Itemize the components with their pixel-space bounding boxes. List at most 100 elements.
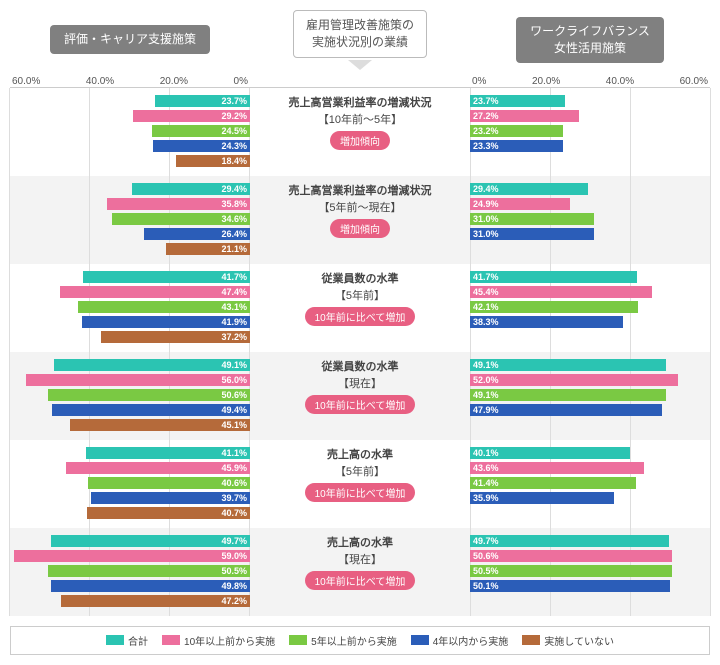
right-panel: 29.4%24.9%31.0%31.0% xyxy=(470,176,710,264)
bar-total: 49.1% xyxy=(10,359,250,373)
legend-label: 5年以上前から実施 xyxy=(311,633,397,648)
bar-over10: 56.0% xyxy=(10,374,250,388)
bar-value: 40.1% xyxy=(470,447,502,459)
bar-over5: 42.1% xyxy=(470,301,710,315)
row-subtitle: 【10年前〜5年】 xyxy=(256,111,464,127)
bar-value: 41.7% xyxy=(218,271,250,283)
right-panel: 41.7%45.4%42.1%38.3% xyxy=(470,264,710,352)
bar-value: 24.5% xyxy=(218,125,250,137)
row-badge: 増加傾向 xyxy=(330,131,390,150)
bar-value: 50.5% xyxy=(218,565,250,577)
bar-value: 50.6% xyxy=(470,550,502,562)
legend-swatch xyxy=(411,635,429,645)
header-center-l1: 雇用管理改善施策の xyxy=(306,17,414,34)
bar-total: 23.7% xyxy=(470,95,710,109)
bar-total: 41.7% xyxy=(10,271,250,285)
row-label-panel: 従業員数の水準【5年前】10年前に比べて増加 xyxy=(250,264,470,352)
bar-value: 41.1% xyxy=(218,447,250,459)
legend-item: 5年以上前から実施 xyxy=(289,633,397,648)
bar-under4: 50.1% xyxy=(470,580,710,594)
bar-group: 23.7% 29.2%24.5% 24.3%18.4% xyxy=(10,95,250,169)
bar-over10: 24.9% xyxy=(470,198,710,212)
bar-value: 34.6% xyxy=(218,213,250,225)
header-right-label: ワークライフバランス 女性活用施策 xyxy=(516,17,664,63)
legend-swatch xyxy=(289,635,307,645)
bar-none: 45.1% xyxy=(10,419,250,433)
row-subtitle: 【現在】 xyxy=(256,551,464,567)
bar-value: 49.4% xyxy=(218,404,250,416)
bar-under4: 24.3% xyxy=(10,140,250,154)
bar-over5: 40.6% xyxy=(10,477,250,491)
left-panel: 49.1%56.0%50.6%49.4% 45.1% xyxy=(10,352,250,440)
bar-under4: 38.3% xyxy=(470,316,710,330)
row-label-panel: 従業員数の水準【現在】10年前に比べて増加 xyxy=(250,352,470,440)
row-title: 従業員数の水準 xyxy=(256,360,464,375)
legend-item: 4年以内から実施 xyxy=(411,633,509,648)
bar-value: 41.9% xyxy=(218,316,250,328)
axis-ticks: 60.0%40.0%20.0%0% 0%20.0%40.0%60.0% xyxy=(10,76,710,87)
chart-row: 49.7%59.0%50.5%49.8%47.2%売上高の水準【現在】10年前に… xyxy=(10,528,710,616)
header-center-pointer xyxy=(348,60,372,70)
bar-none: 18.4% xyxy=(10,155,250,169)
bar-under4: 41.9% xyxy=(10,316,250,330)
bar-value: 29.4% xyxy=(470,183,502,195)
bar-total: 49.1% xyxy=(470,359,710,373)
right-panel: 49.7%50.6%50.5%50.1% xyxy=(470,528,710,616)
row-title: 従業員数の水準 xyxy=(256,272,464,287)
chart-row: 49.1%56.0%50.6%49.4%45.1%従業員数の水準【現在】10年前… xyxy=(10,352,710,440)
bar-total: 40.1% xyxy=(470,447,710,461)
header-left: 評価・キャリア支援施策 xyxy=(10,10,250,70)
bar-over10: 29.2% xyxy=(10,110,250,124)
legend-swatch xyxy=(162,635,180,645)
row-title: 売上高の水準 xyxy=(256,448,464,463)
left-panel: 49.7%59.0%50.5%49.8%47.2% xyxy=(10,528,250,616)
row-subtitle: 【5年前】 xyxy=(256,463,464,479)
bar-value: 40.6% xyxy=(218,477,250,489)
legend-label: 4年以内から実施 xyxy=(433,633,509,648)
bar-over5: 50.5% xyxy=(10,565,250,579)
bar-group: 41.1%45.9%40.6%39.7%40.7% xyxy=(10,447,250,521)
bar-value: 37.2% xyxy=(218,331,250,343)
chart-row: 41.1%45.9%40.6%39.7%40.7%売上高の水準【5年前】10年前… xyxy=(10,440,710,528)
bar-group: 49.7%59.0%50.5%49.8%47.2% xyxy=(10,535,250,609)
bar-value: 31.0% xyxy=(470,213,502,225)
right-panel: 23.7%27.2%23.2%23.3% xyxy=(470,88,710,176)
bar-group: 23.7%27.2%23.2%23.3% xyxy=(470,95,710,154)
legend-item: 合計 xyxy=(106,633,148,648)
bar-over5: 50.6% xyxy=(10,389,250,403)
bar-value: 35.8% xyxy=(218,198,250,210)
bar-under4: 23.3% xyxy=(470,140,710,154)
axis-tick: 0% xyxy=(234,76,248,87)
bar-over10: 45.4% xyxy=(470,286,710,300)
row-badge: 10年前に比べて増加 xyxy=(305,395,416,414)
bar-value: 23.7% xyxy=(470,95,502,107)
bar-over5: 41.4% xyxy=(470,477,710,491)
axis-tick: 0% xyxy=(472,76,486,87)
header-center-l2: 実施状況別の業績 xyxy=(306,34,414,51)
bar-value: 45.1% xyxy=(218,419,250,431)
bar-value: 43.6% xyxy=(470,462,502,474)
bar-value: 59.0% xyxy=(218,550,250,562)
bar-value: 52.0% xyxy=(470,374,502,386)
bar-over10: 45.9% xyxy=(10,462,250,476)
header-left-label: 評価・キャリア支援施策 xyxy=(50,25,210,54)
header-center: 雇用管理改善施策の 実施状況別の業績 xyxy=(250,10,470,70)
right-panel: 49.1%52.0%49.1%47.9% xyxy=(470,352,710,440)
bar-over5: 43.1% xyxy=(10,301,250,315)
bar-under4: 49.8% xyxy=(10,580,250,594)
bar-value: 47.9% xyxy=(470,404,502,416)
bar-group: 49.7%50.6%50.5%50.1% xyxy=(470,535,710,594)
employment-chart: 評価・キャリア支援施策 雇用管理改善施策の 実施状況別の業績 ワークライフバラン… xyxy=(10,10,710,655)
axis-tick: 20.0% xyxy=(160,76,188,87)
bar-over10: 59.0% xyxy=(10,550,250,564)
bar-total: 49.7% xyxy=(10,535,250,549)
bar-value: 29.4% xyxy=(218,183,250,195)
bar-over10: 27.2% xyxy=(470,110,710,124)
chart-row: 29.4%35.8%34.6%26.4%21.1%売上高営業利益率の増減状況【5… xyxy=(10,176,710,264)
bar-over5: 49.1% xyxy=(470,389,710,403)
bar-total: 49.7% xyxy=(470,535,710,549)
bar-value: 23.7% xyxy=(218,95,250,107)
bar-value: 35.9% xyxy=(470,492,502,504)
chart-row: 41.7%47.4%43.1%41.9%37.2%従業員数の水準【5年前】10年… xyxy=(10,264,710,352)
bar-under4: 47.9% xyxy=(470,404,710,418)
